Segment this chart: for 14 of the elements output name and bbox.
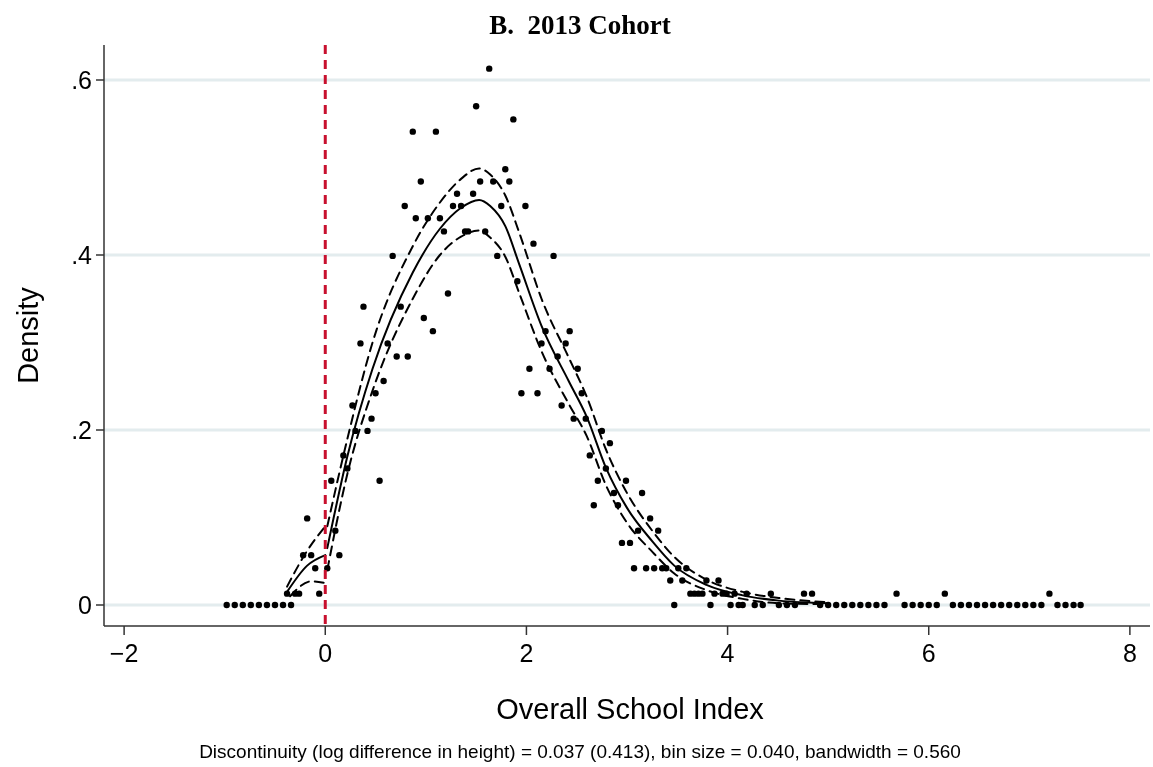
x-tick-label: 4 — [720, 639, 735, 667]
y-tick-label: .4 — [71, 240, 93, 269]
y-tick-label: 0 — [78, 590, 92, 619]
x-tick-label: 2 — [519, 639, 534, 667]
y-tick-label: .6 — [71, 65, 92, 94]
x-tick-label: 6 — [921, 639, 936, 667]
x-tick-label: 0 — [318, 639, 333, 667]
y-tick-label: .2 — [71, 415, 92, 444]
x-tick-label: −2 — [109, 639, 139, 667]
x-tick-label: 8 — [1122, 639, 1137, 667]
x-axis-title: Overall School Index — [496, 693, 765, 725]
chart-title: B. 2013 Cohort — [489, 10, 671, 40]
y-axis-title: Density — [12, 286, 44, 384]
text: Discontinuity (log difference in height) = 0.037 (0.413), bin size = 0.040, bandwidth = 0.560 — [199, 741, 961, 762]
